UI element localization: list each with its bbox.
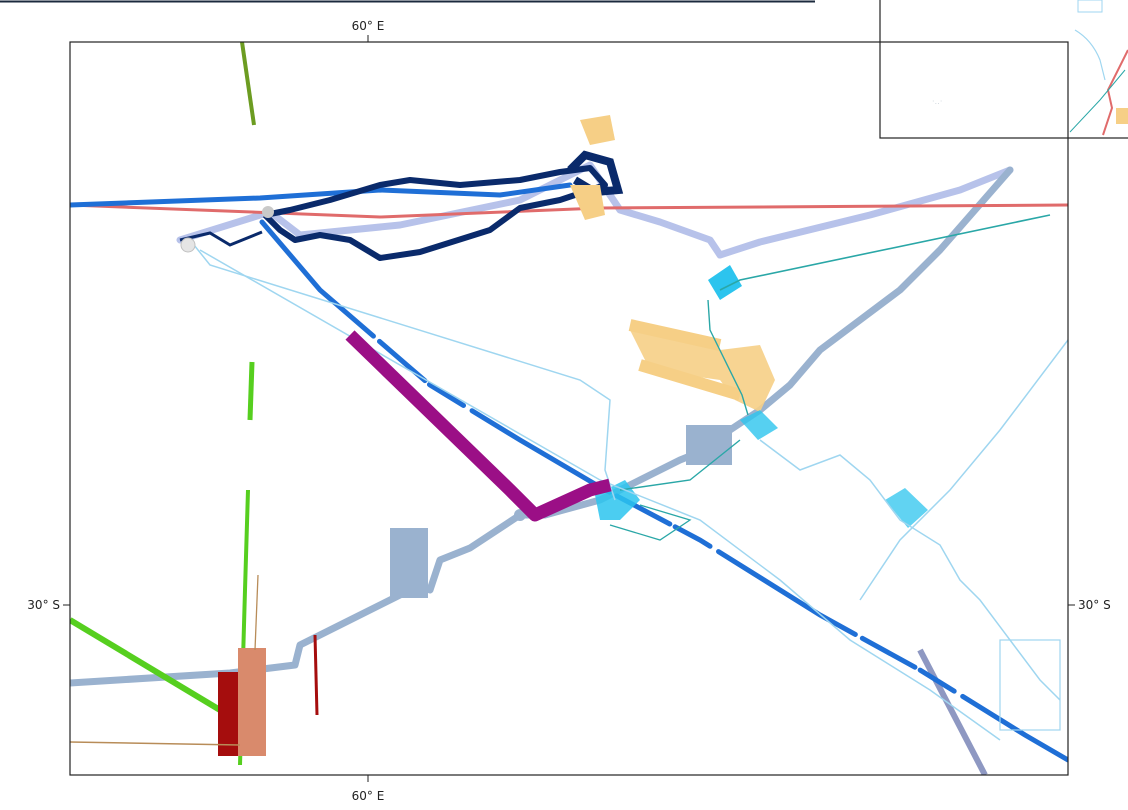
track-steel-blue [70,166,1014,687]
inset-orange-patch [1116,108,1128,124]
track-blue-diagonal [259,219,1068,763]
track-tan-vertical [254,574,259,651]
track-light-cyan-2 [199,249,1001,741]
survey-block-steel-right [686,425,732,465]
white-marker [180,237,196,253]
orange-streak-2 [638,359,742,401]
inset-map: ·‥· [879,0,1128,139]
teal-loop [609,504,692,541]
lon-label-bottom: 60° E [352,789,385,803]
cyan-patch-mid [740,410,778,440]
light-cyan-box [999,639,1061,731]
track-light-cyan-4 [859,339,1068,601]
track-green-diagonal [70,617,247,728]
track-coral-red [70,203,1068,219]
orange-patch-mid [570,185,605,220]
track-dark-red-small [313,634,319,716]
track-dark-navy-tail [179,230,263,247]
inset-track-red [1102,49,1128,136]
inset-track-teal [1069,69,1126,133]
cyan-patch-top [708,265,742,300]
track-tan-horizontal [70,741,241,746]
lon-label-top: 60° E [352,19,385,33]
inset-box-outline [1077,0,1103,13]
track-teal-mid [707,299,749,416]
map-frame [69,41,1069,776]
inset-track-light [1074,29,1106,81]
orange-patch-top [580,115,615,145]
orange-streak-1 [628,319,722,351]
track-green-upper [247,361,255,421]
salmon-block [238,648,266,756]
track-teal-lower [619,439,741,491]
cyan-patch-right [885,488,928,528]
inset-frame [879,0,1128,139]
track-teal-top [719,214,1051,291]
survey-block-steel-left [390,528,428,598]
inset-faint-mark: ·‥· [932,97,942,106]
track-light-cyan-3 [759,439,1061,701]
grey-marker [262,206,274,218]
track-light-cyan-1 [189,239,616,501]
track-slate-purple [917,648,988,775]
lat-label-right: 30° S [1078,598,1111,612]
main-tracks [70,42,1068,775]
track-magenta [345,330,612,522]
track-blue-upper [70,182,573,208]
lat-label-left: 30° S [27,598,60,612]
track-olive-green [240,42,256,126]
